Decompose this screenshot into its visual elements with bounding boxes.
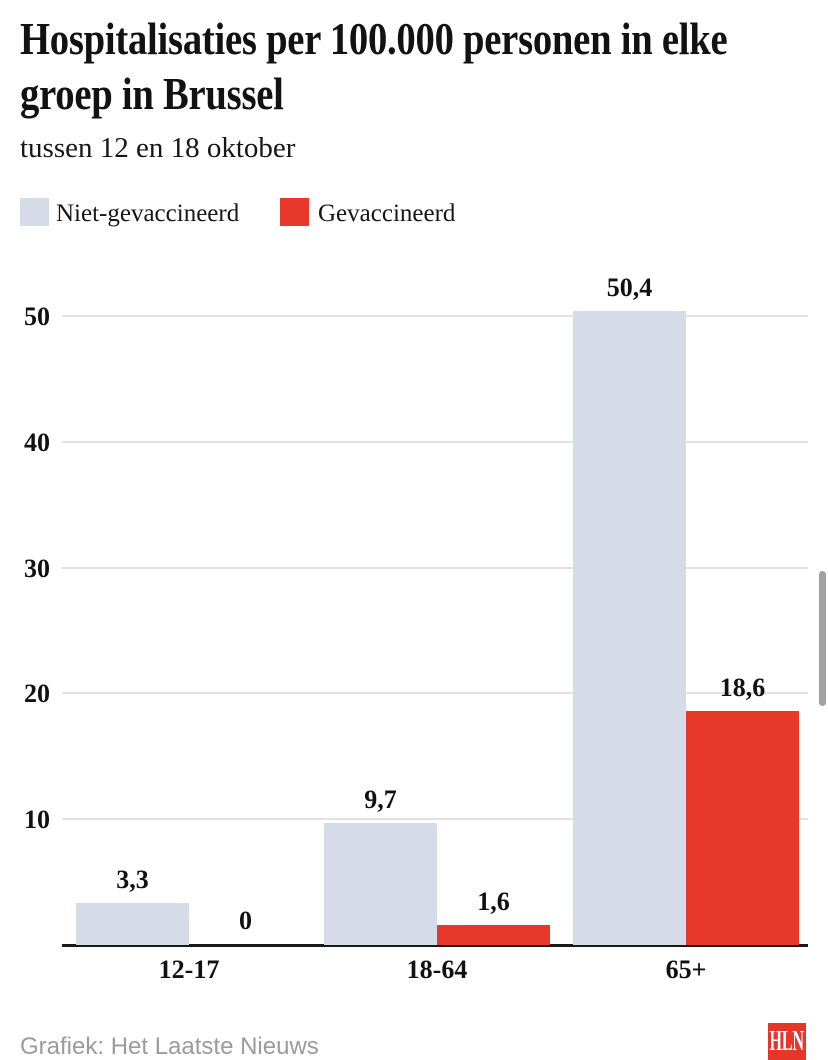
gridline-50 [62,315,808,317]
x-axis-label-18-64: 18-64 [406,955,468,984]
value-label-gevaccineerd-12-17: 0 [239,906,252,935]
bar-gevaccineerd-65 [686,711,799,945]
x-axis-line [62,944,808,947]
value-label-niet-gevaccineerd-12-17: 3,3 [116,865,149,894]
y-tick-label-10: 10 [24,805,50,835]
y-tick-label-50: 50 [24,302,50,331]
legend-label-niet-gevaccineerd: Niet-gevaccineerd [56,200,240,227]
legend-label-gevaccineerd: Gevaccineerd [318,200,456,227]
x-axis-label-65: 65+ [665,955,707,984]
source-credit: Grafiek: Het Laatste Nieuws [20,1033,319,1060]
x-axis-label-12-17: 12-17 [158,955,220,984]
value-label-niet-gevaccineerd-65: 50,4 [606,273,653,302]
value-label-gevaccineerd-65: 18,6 [719,673,766,702]
gridline-30 [62,566,808,569]
gridline-40 [62,440,808,443]
page-title-line-1: Hospitalisaties per 100.000 personen in … [20,13,728,64]
bar-gevaccineerd-18-64 [437,925,550,945]
y-tick-label-30: 30 [24,553,50,583]
hln-logo-text: HLN [769,1025,805,1057]
y-tick-label-40: 40 [24,427,50,457]
y-tick-label-20: 20 [24,679,50,709]
value-label-niet-gevaccineerd-18-64: 9,7 [364,785,397,814]
bar-niet-gevaccineerd-12-17 [76,903,189,945]
gridline-10 [62,818,808,821]
bar-niet-gevaccineerd-65 [573,311,686,945]
scrollbar-thumb[interactable] [819,571,826,706]
gridline-20 [62,692,808,695]
hln-logo: HLN [768,1023,806,1060]
bar-niet-gevaccineerd-18-64 [324,823,437,945]
legend-swatch-niet-gevaccineerd [20,198,49,226]
value-label-gevaccineerd-18-64: 1,6 [477,887,510,916]
page-title-line-2: groep in Brussel [20,68,284,119]
legend-swatch-gevaccineerd [280,198,309,226]
page-subtitle: tussen 12 en 18 oktober [20,132,296,164]
